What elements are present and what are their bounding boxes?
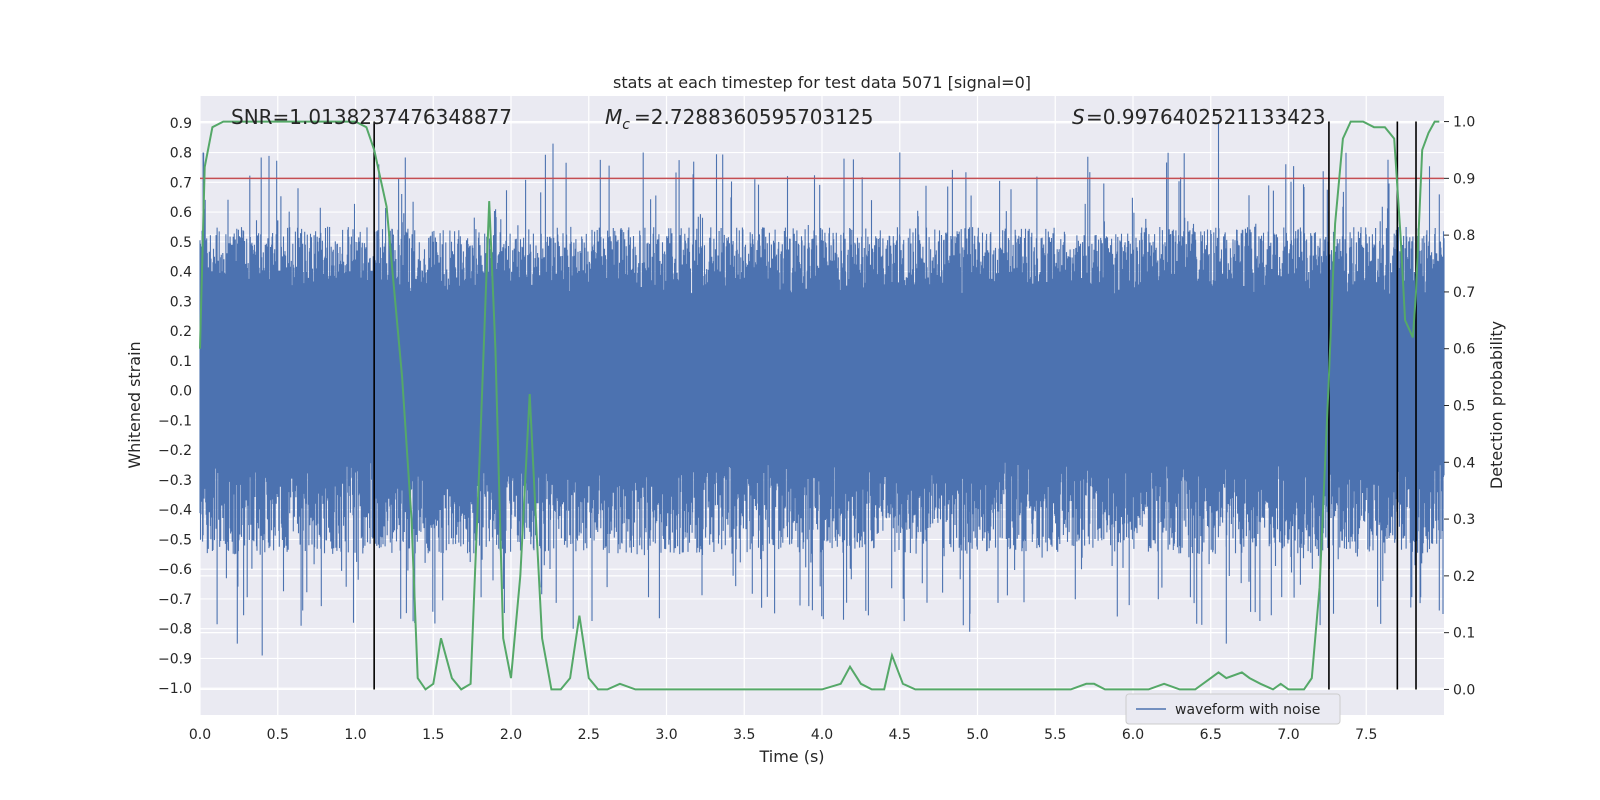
x-tick-label: 2.0 — [500, 727, 522, 743]
x-tick-label: 6.0 — [1122, 727, 1144, 743]
y2-axis-label: Detection probability — [1487, 321, 1506, 489]
y2-tick-label: 0.0 — [1453, 682, 1475, 698]
y-tick-label: −1.0 — [158, 681, 192, 697]
y2-tick-label: 0.1 — [1453, 626, 1475, 642]
y2-tick-label: 0.9 — [1453, 171, 1475, 187]
x-tick-label: 4.5 — [889, 727, 911, 743]
legend-box — [1125, 693, 1341, 725]
y-tick-label: 0.2 — [170, 324, 192, 340]
x-tick-label: 5.5 — [1044, 727, 1066, 743]
x-tick-label: 0.5 — [267, 727, 289, 743]
y2-tick-label: 0.6 — [1453, 342, 1475, 358]
chart-title: stats at each timestep for test data 507… — [613, 73, 1031, 92]
x-tick-label: 5.0 — [966, 727, 988, 743]
x-tick-labels: 0.0 0.5 1.0 1.5 2.0 2.5 3.0 3.5 4.0 4.5 5.0 5.5 6.0 6… — [189, 727, 1378, 743]
y2-tick-labels: 1.0 0.9 0.8 0.7 0.6 0.5 0.4 0.3 0.2 0.1 0.0 — [1444, 115, 1475, 698]
x-tick-label: 6.5 — [1200, 727, 1222, 743]
s-symbol: S — [1072, 105, 1085, 129]
y-tick-label: −0.4 — [158, 503, 192, 519]
y-tick-label: 0.6 — [170, 205, 192, 221]
y-tick-label: 0.0 — [170, 384, 192, 400]
vertical-markers — [373, 121, 1417, 690]
legend-label: waveform with noise — [1175, 702, 1320, 718]
y-tick-label: −0.7 — [158, 592, 192, 608]
y-tick-label: 0.4 — [170, 265, 192, 281]
y-tick-label: 0.7 — [170, 175, 192, 191]
probability-series — [199, 120, 1440, 691]
x-tick-label: 3.5 — [733, 727, 755, 743]
legend: waveform with noise — [1125, 693, 1341, 725]
y-tick-label: 0.9 — [170, 116, 192, 132]
x-tick-label: 1.5 — [422, 727, 444, 743]
y2-tick-label: 0.3 — [1453, 512, 1475, 528]
waveform-trace — [199, 122, 1445, 656]
y-tick-label: −0.2 — [158, 443, 192, 459]
y-tick-label: −0.5 — [158, 532, 192, 548]
x-tick-label: 7.5 — [1355, 727, 1377, 743]
mc-annotation: =2.7288360595703125 — [634, 105, 873, 129]
x-tick-label: 7.0 — [1277, 727, 1299, 743]
x-tick-label: 2.5 — [578, 727, 600, 743]
y-tick-label: −0.8 — [158, 622, 192, 638]
probability-line — [199, 120, 1440, 691]
y2-tick-label: 0.4 — [1453, 455, 1475, 471]
x-tick-label: 1.0 — [344, 727, 366, 743]
s-annotation: =0.9976402521133423 — [1086, 105, 1325, 129]
x-axis-label: Time (s) — [758, 747, 824, 766]
y2-tick-label: 0.5 — [1453, 399, 1475, 415]
x-tick-label: 0.0 — [189, 727, 211, 743]
snr-annotation: SNR=1.0138237476348877 — [231, 105, 512, 129]
y2-tick-label: 1.0 — [1453, 115, 1475, 131]
y-axis-label: Whitened strain — [125, 341, 144, 468]
y-tick-label: −0.1 — [158, 413, 192, 429]
waveform-series — [199, 122, 1445, 656]
y-tick-label: 0.8 — [170, 146, 192, 162]
y2-tick-label: 0.7 — [1453, 285, 1475, 301]
y2-tick-label: 0.2 — [1453, 569, 1475, 585]
y-tick-label: 0.1 — [170, 354, 192, 370]
y2-tick-label: 0.8 — [1453, 228, 1475, 244]
x-tick-label: 3.0 — [655, 727, 677, 743]
y-tick-label: −0.6 — [158, 562, 192, 578]
y-tick-label: −0.9 — [158, 651, 192, 667]
y-tick-label: 0.5 — [170, 235, 192, 251]
y-tick-label: −0.3 — [158, 473, 192, 489]
y-tick-label: 0.3 — [170, 294, 192, 310]
y-tick-labels: 0.9 0.8 0.7 0.6 0.5 0.4 0.3 0.2 0.1 0.0 −0.1 −0.2 −0… — [158, 116, 192, 697]
x-tick-label: 4.0 — [811, 727, 833, 743]
